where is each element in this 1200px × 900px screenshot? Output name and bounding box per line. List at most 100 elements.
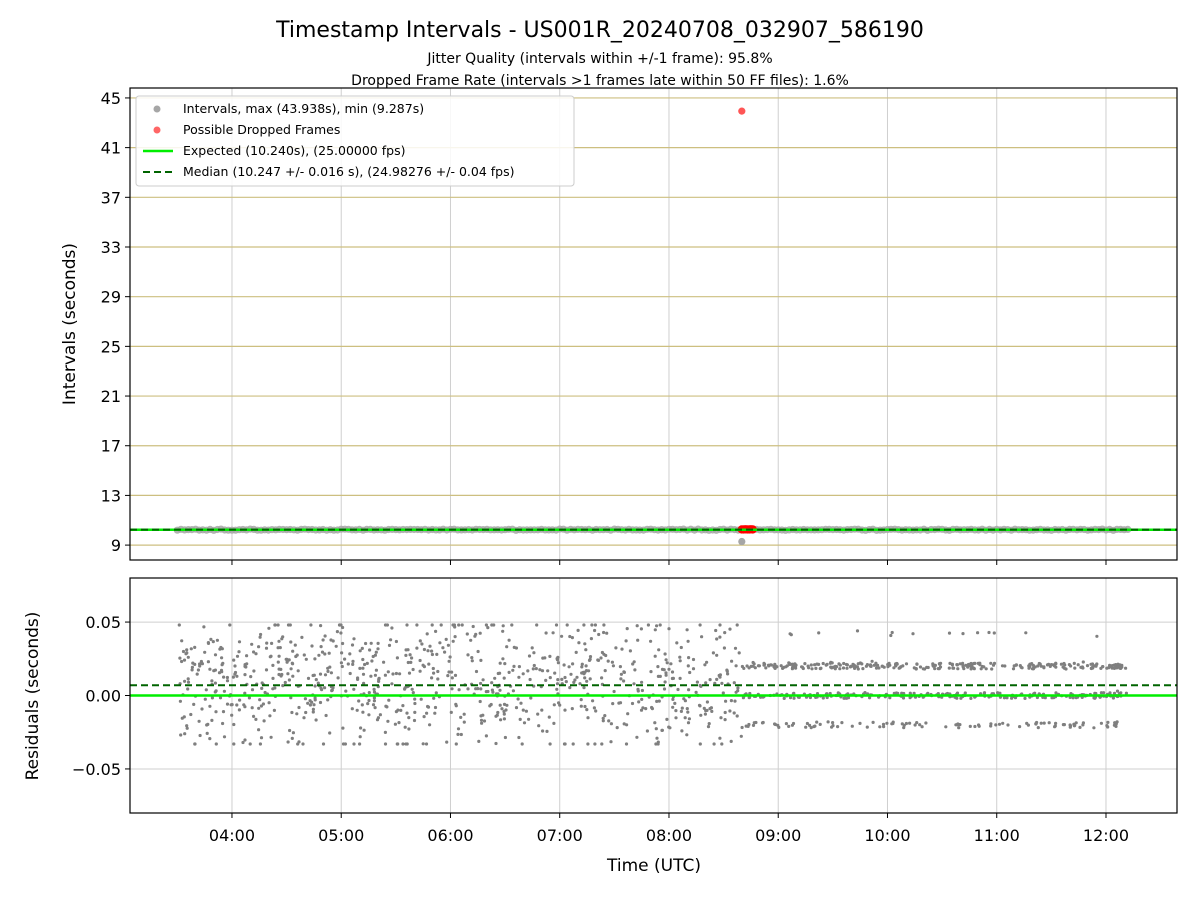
residual-point [830,726,833,729]
residual-point [696,681,699,684]
residual-point [310,644,313,647]
residual-point [459,716,462,719]
residual-point [707,725,710,728]
residual-point [252,715,255,718]
residual-point [593,742,596,745]
residual-point [271,677,274,680]
residual-point [474,687,477,690]
residual-point [206,723,209,726]
residual-point [1095,664,1098,667]
residual-point [919,665,922,668]
residual-point [532,651,535,654]
residual-point [993,631,996,634]
residual-point [281,684,284,687]
residual-point [394,723,397,726]
residual-point [312,703,315,706]
residual-point [432,667,435,670]
dropped-frame-point [738,108,745,115]
residual-point [944,725,947,728]
residual-point [501,657,504,660]
residual-point [597,659,600,662]
residual-point [1073,662,1076,665]
residual-point [294,655,297,658]
residual-point [889,634,892,637]
residual-point [390,626,393,629]
residual-point [1025,722,1028,725]
residual-point [245,654,248,657]
residual-point [659,623,662,626]
residual-point [964,664,967,667]
residual-point [407,716,410,719]
residual-point [607,719,610,722]
residual-point [187,681,190,684]
residual-point [434,630,437,633]
residual-point [273,709,276,712]
residual-point [612,664,615,667]
residual-point [336,630,339,633]
residual-point [405,712,408,715]
residual-point [404,726,407,729]
residual-point [466,632,469,635]
residual-point [720,742,723,745]
residual-point [428,723,431,726]
residual-point [1092,726,1095,729]
residual-point [931,664,934,667]
residual-point [220,670,223,673]
residual-point [736,689,739,692]
residual-point [794,665,797,668]
residual-point [357,699,360,702]
residual-point [515,646,518,649]
residual-point [518,665,521,668]
residual-point [326,667,329,670]
residual-point [223,690,226,693]
residual-point [649,670,652,673]
residual-point [254,718,257,721]
residual-point [1093,697,1096,700]
residual-point [679,659,682,662]
residual-point [973,662,976,665]
legend-label-dropped: Possible Dropped Frames [183,122,340,137]
residual-point [359,726,362,729]
residual-point [625,639,628,642]
residual-point [593,706,596,709]
residual-point [600,742,603,745]
residual-point [687,656,690,659]
residual-point [455,704,458,707]
residual-point [373,688,376,691]
residuals-ytick-label: 0.05 [85,613,121,632]
residual-point [699,714,702,717]
residual-point [268,714,271,717]
residual-point [228,623,231,626]
residual-point [664,652,667,655]
residual-point [435,653,438,656]
residual-point [209,638,212,641]
residual-point [372,655,375,658]
legend: Intervals, max (43.938s), min (9.287s) P… [136,96,574,186]
residual-point [307,677,310,680]
residual-point [498,689,501,692]
residual-point [710,706,713,709]
residual-point [888,664,891,667]
residual-point [304,711,307,714]
residual-point [548,716,551,719]
residual-point [186,687,189,690]
residuals-panel: 04:00 05:00 06:00 07:00 08:00 09:00 10:00 11:00… [23,578,1177,876]
residual-point [753,721,756,724]
residual-point [649,640,652,643]
residual-point [349,672,352,675]
residuals-ylabel: Residuals (seconds) [23,612,43,781]
residual-point [858,722,861,725]
residual-point [817,631,820,634]
residual-point [699,684,702,687]
residual-point [210,719,213,722]
residual-point [1015,663,1018,666]
residual-point [1018,725,1021,728]
residual-point [470,656,473,659]
residual-point [655,624,658,627]
residual-point [655,727,658,730]
residual-point [719,716,722,719]
residual-point [980,667,983,670]
residual-point [396,656,399,659]
residual-point [277,640,280,643]
residual-point [409,653,412,656]
